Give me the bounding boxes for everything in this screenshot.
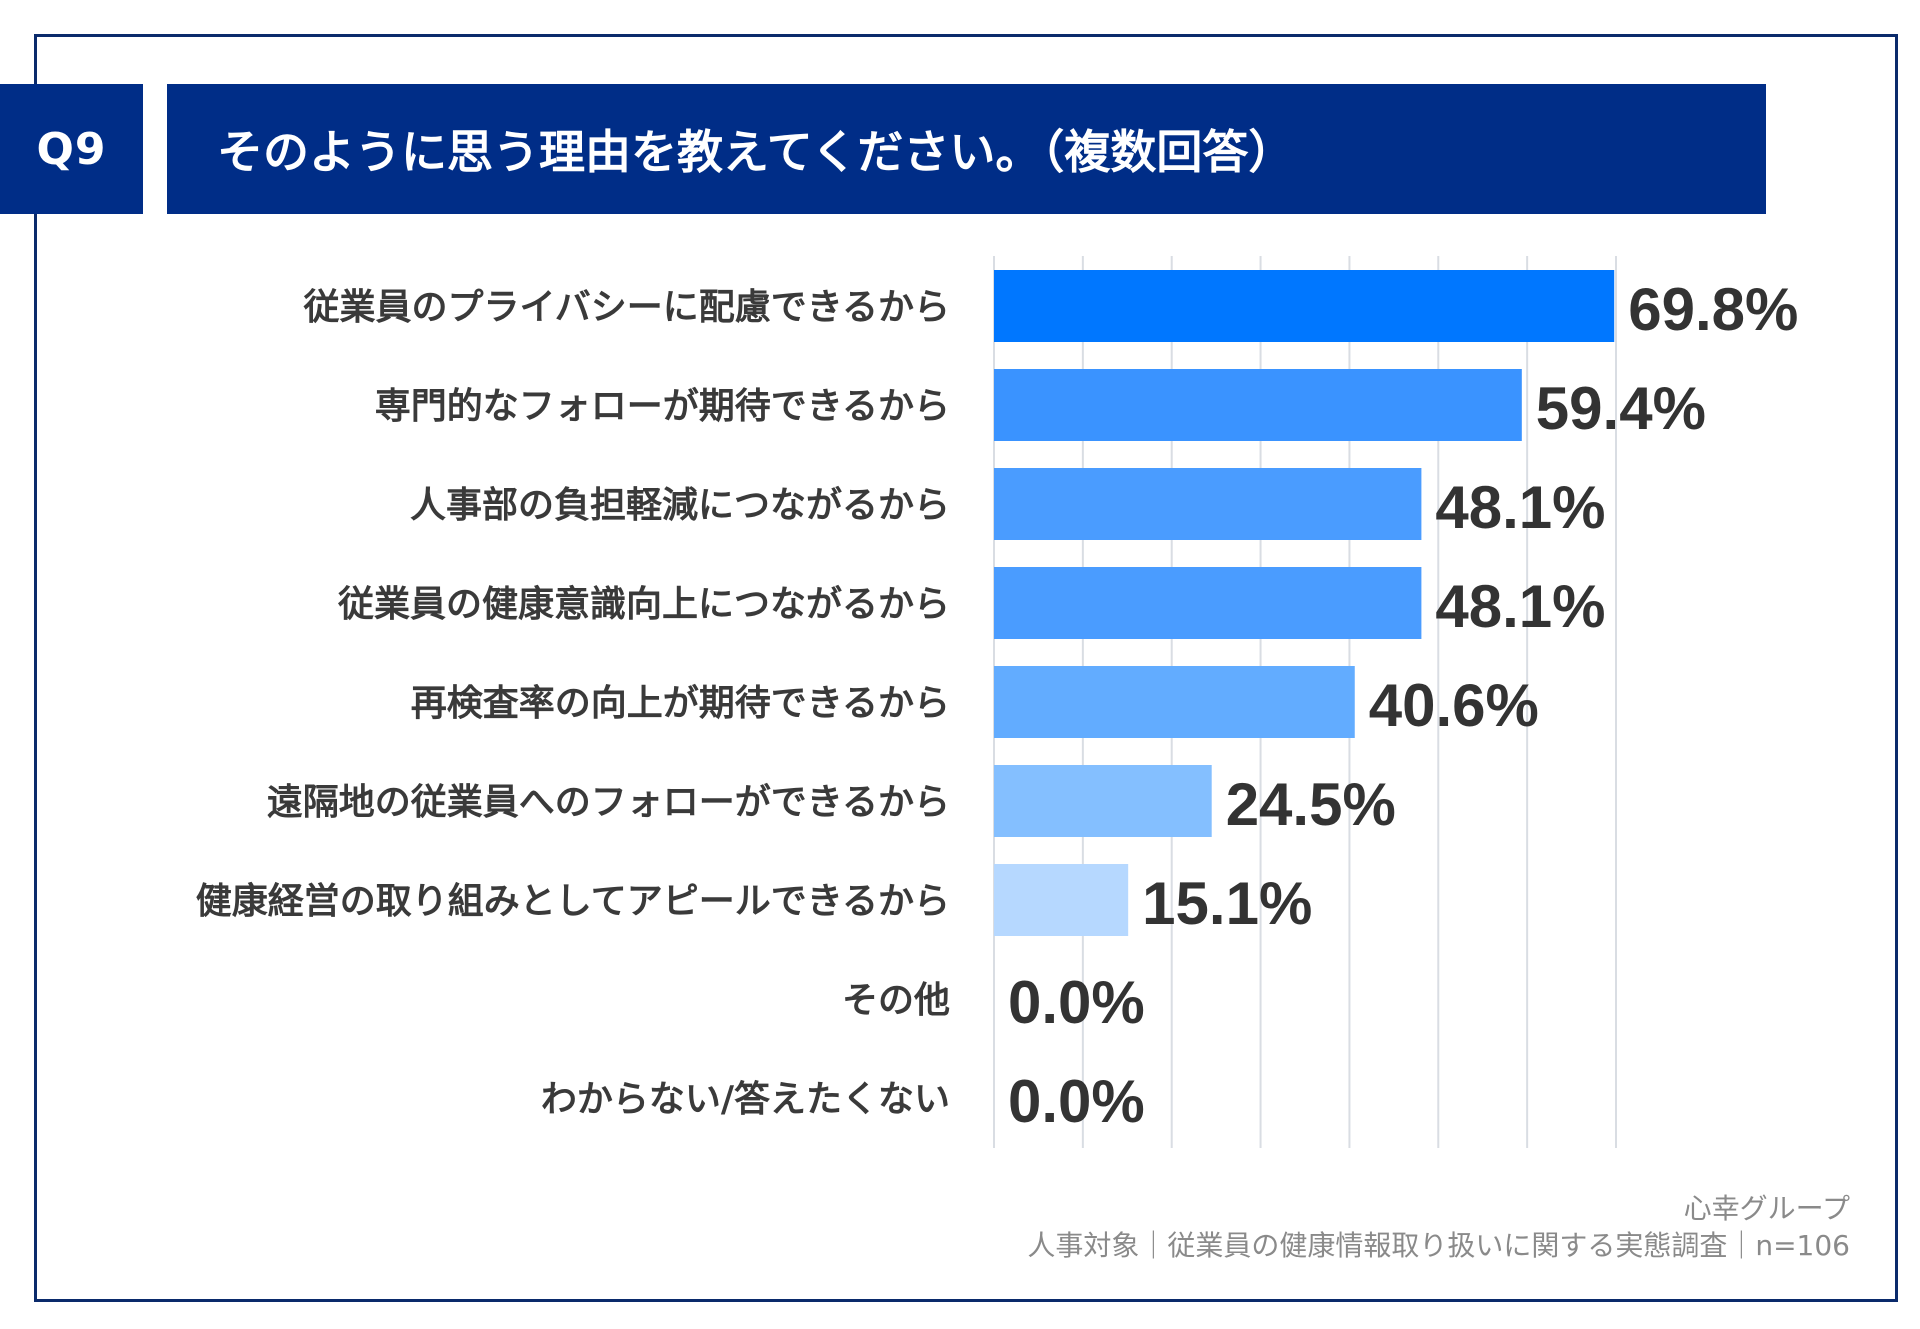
bar — [994, 369, 1522, 441]
category-label: 専門的なフォローが期待できるから — [375, 386, 950, 427]
value-label: 59.4% — [1536, 375, 1706, 442]
bar — [994, 765, 1212, 837]
question-title: そのように思う理由を教えてください。（複数回答） — [217, 125, 1295, 179]
category-label: 従業員のプライバシーに配慮できるから — [302, 287, 950, 328]
footer-brand: 心幸グループ — [1683, 1192, 1850, 1225]
question-number-badge: Q9 — [0, 84, 143, 214]
value-label: 0.0% — [1008, 969, 1145, 1036]
value-label: 40.6% — [1369, 672, 1539, 739]
footer-source: 人事対象｜従業員の健康情報取り扱いに関する実態調査｜n=106 — [1027, 1229, 1850, 1262]
category-label: 健康経営の取り組みとしてアピールできるから — [196, 880, 950, 922]
chart-frame — [34, 34, 1898, 1302]
footer: 心幸グループ 人事対象｜従業員の健康情報取り扱いに関する実態調査｜n=106 — [1027, 1190, 1850, 1264]
value-label: 48.1% — [1435, 474, 1605, 541]
bar — [994, 567, 1422, 639]
category-label: 再検査率の向上が期待できるから — [411, 683, 950, 724]
value-label: 69.8% — [1628, 276, 1798, 343]
question-number: Q9 — [36, 123, 107, 175]
bar — [994, 864, 1129, 936]
value-label: 48.1% — [1435, 573, 1605, 640]
bar — [994, 468, 1422, 540]
category-label: その他 — [842, 980, 950, 1021]
value-label: 15.1% — [1142, 870, 1312, 937]
category-label: 従業員の健康意識向上につながるから — [337, 583, 950, 625]
category-label: わからない/答えたくない — [541, 1079, 950, 1120]
value-label: 0.0% — [1008, 1068, 1145, 1135]
bar — [994, 666, 1355, 738]
category-label: 遠隔地の従業員へのフォローができるから — [267, 782, 950, 823]
category-label: 人事部の負担軽減につながるから — [410, 485, 950, 526]
value-label: 24.5% — [1226, 771, 1396, 838]
bar — [994, 270, 1615, 342]
question-title-bar: そのように思う理由を教えてください。（複数回答） — [167, 84, 1766, 214]
